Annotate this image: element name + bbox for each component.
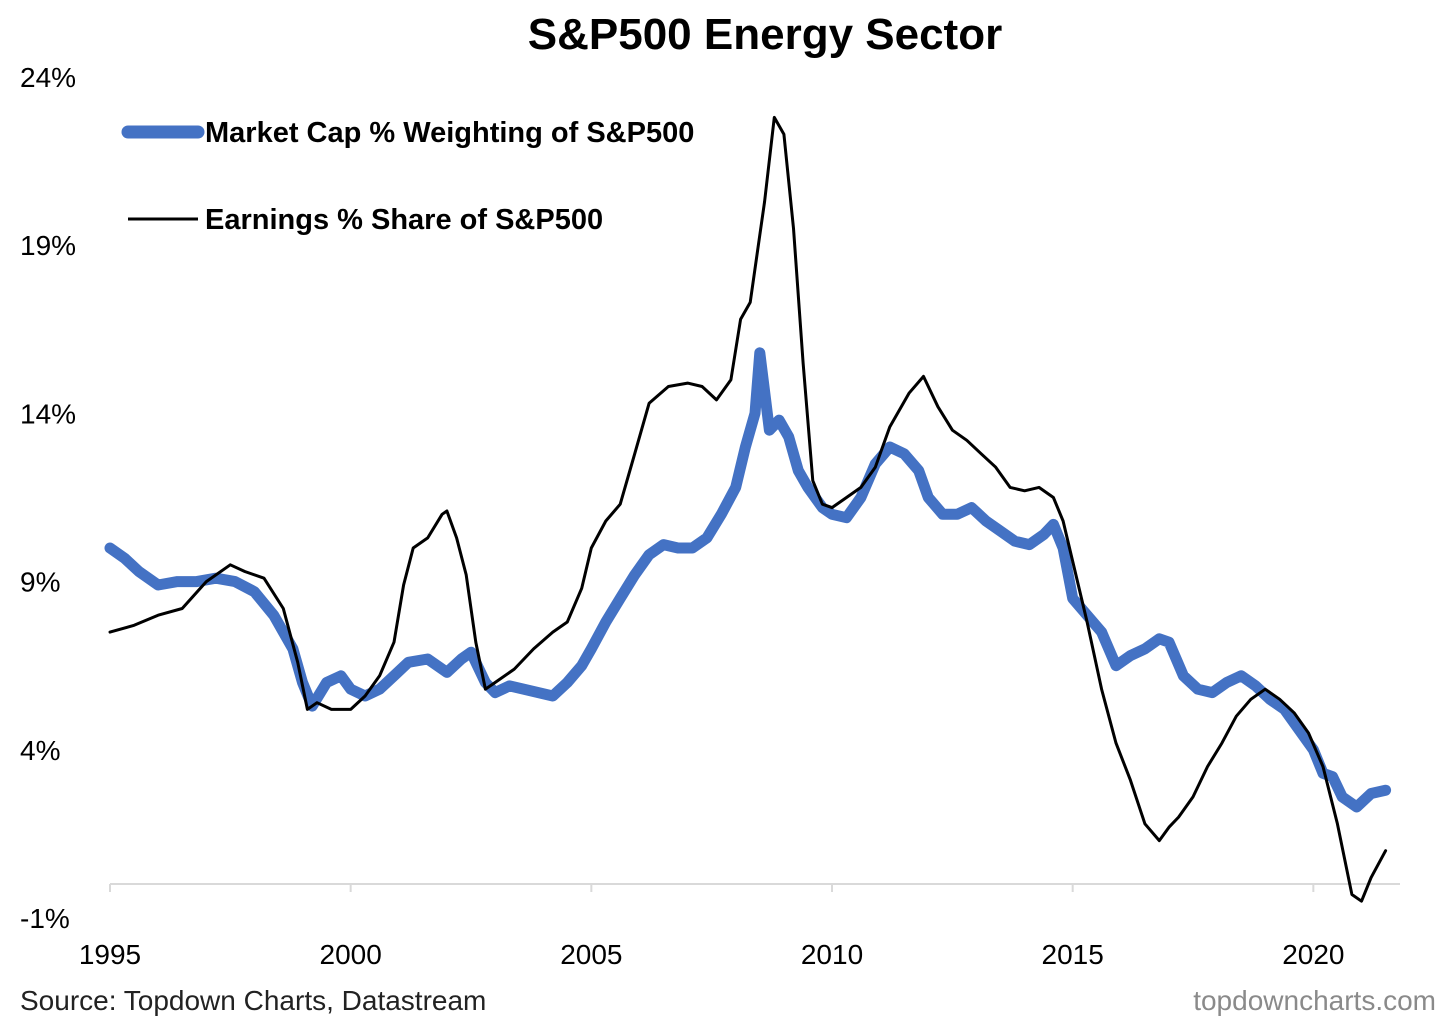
y-tick-label: 14% [20,398,76,429]
y-tick-label: 4% [20,735,60,766]
y-tick-label: 9% [20,567,60,598]
series-layer [104,115,1392,903]
chart-title: S&P500 Energy Sector [528,10,1002,59]
source-note: Source: Topdown Charts, Datastream [20,985,486,1016]
x-tick-label: 2015 [1042,939,1104,970]
legend: Market Cap % Weighting of S&P500 Earning… [121,117,694,236]
x-tick-label: 2020 [1282,939,1344,970]
x-axis: 1995 2000 2005 2010 2015 2020 [79,884,1345,970]
y-tick-label: -1% [20,903,70,934]
watermark: topdowncharts.com [1193,985,1436,1016]
x-tick-label: 2005 [560,939,622,970]
y-axis: -1% 4% 9% 14% 19% 24% [20,62,76,934]
y-tick-label: 19% [20,230,76,261]
legend-label-earnings: Earnings % Share of S&P500 [205,204,603,236]
y-tick-label: 24% [20,62,76,93]
x-tick-label: 2000 [320,939,382,970]
x-tick-label: 2010 [801,939,863,970]
series-line-earnings [108,115,1388,903]
series-line-market-cap [104,347,1392,813]
legend-label-market-cap: Market Cap % Weighting of S&P500 [205,117,694,149]
x-tick-label: 1995 [79,939,141,970]
